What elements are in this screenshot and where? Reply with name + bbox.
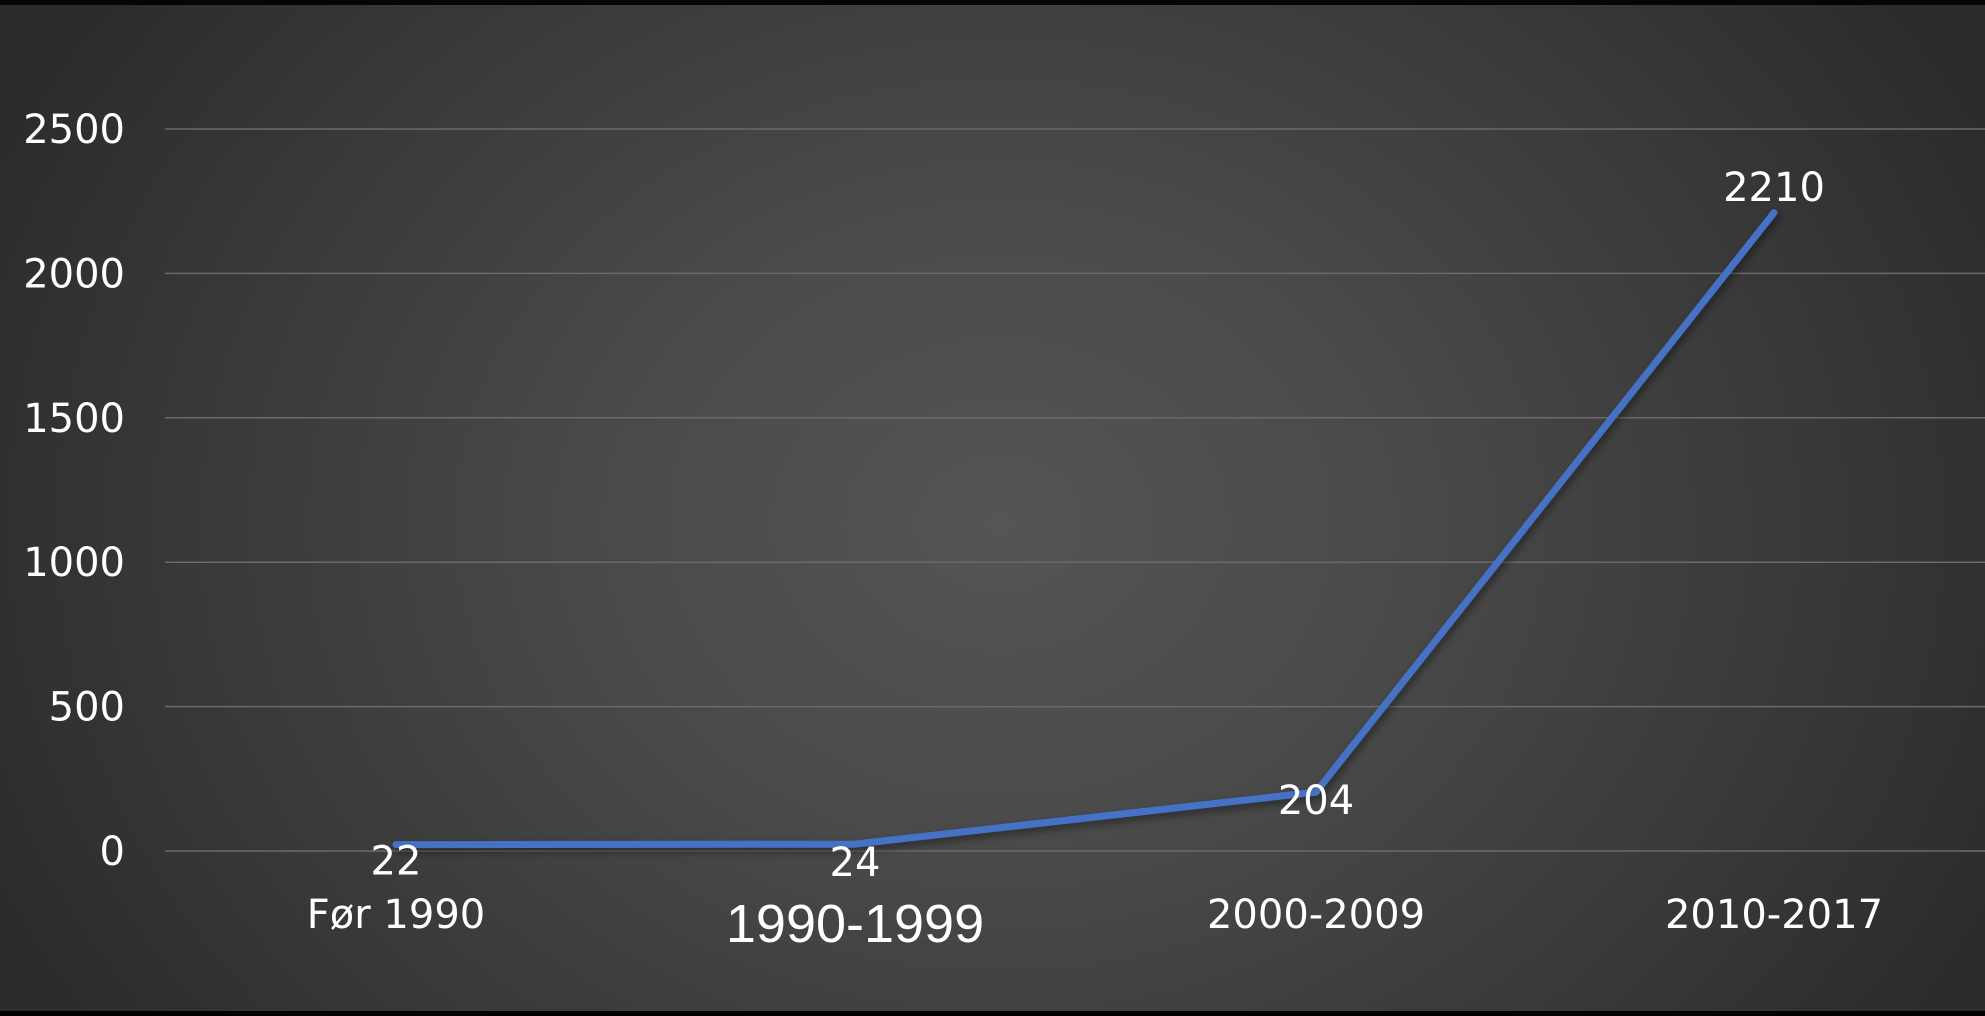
y-tick-label: 0 xyxy=(100,829,125,875)
data-labels: 22 24 204 2210 xyxy=(371,165,1825,886)
x-category-label: Før 1990 xyxy=(307,892,485,938)
x-category-label: 2010-2017 xyxy=(1665,892,1883,938)
x-category-label: 1990-1999 xyxy=(726,894,984,954)
series-layer xyxy=(392,209,1778,849)
y-tick-label: 1500 xyxy=(23,396,125,442)
y-tick-label: 500 xyxy=(49,685,125,731)
series-line xyxy=(392,209,1778,849)
y-axis-tick-labels: 0 500 1000 1500 2000 2500 xyxy=(23,107,125,875)
data-label: 22 xyxy=(371,839,422,885)
y-tick-label: 2500 xyxy=(23,107,125,153)
y-tick-label: 2000 xyxy=(23,251,125,297)
line-chart: 0 500 1000 1500 2000 2500 Før 1990 1990-1999 20… xyxy=(23,107,1985,954)
y-tick-label: 1000 xyxy=(23,540,125,586)
x-axis-category-labels: Før 1990 1990-1999 2000-2009 2010-2017 xyxy=(307,892,1883,954)
data-label: 2210 xyxy=(1723,165,1825,211)
data-label: 24 xyxy=(830,840,881,886)
x-category-label: 2000-2009 xyxy=(1207,892,1425,938)
gridlines xyxy=(165,128,1985,852)
data-label: 204 xyxy=(1278,778,1354,824)
